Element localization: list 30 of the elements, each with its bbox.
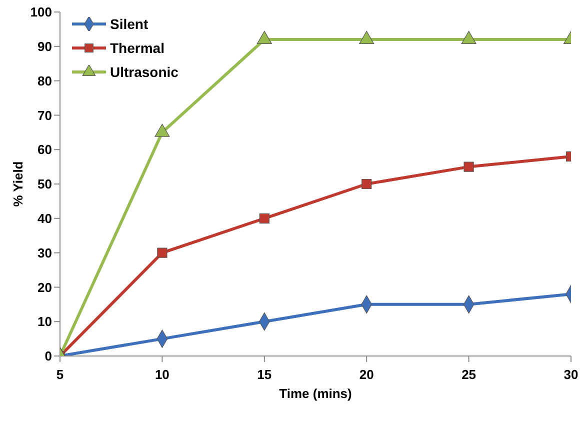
point [256,30,272,44]
x-tick-label: 30 [564,367,578,382]
y-axis-title: % Yield [10,161,26,207]
x-tick-label: 15 [257,367,272,382]
y-tick-label: 90 [38,39,52,54]
x-tick-label: 20 [359,367,374,382]
point [157,248,168,258]
x-tick-label: 10 [154,367,170,382]
y-tick-label: 0 [44,348,52,364]
point [461,30,476,44]
legend-label: Silent [110,16,148,32]
point [359,30,374,44]
point [362,178,372,190]
legend-label: Ultrasonic [110,64,178,80]
y-tick-label: 80 [38,73,52,88]
point [259,213,270,224]
y-tick-label: 20 [38,280,52,295]
point [154,124,170,137]
y-tick-label: 100 [30,4,52,20]
point [464,162,474,172]
y-tick-label: 70 [38,108,52,123]
x-tick-label: 5 [56,367,64,382]
x-tick-label: 25 [462,367,476,382]
y-tick-label: 10 [38,314,52,330]
y-tick-label: 40 [38,211,52,226]
x-axis-title: Time (mins) [279,386,352,401]
legend-label: Thermal [110,40,164,56]
y-tick-label: 30 [38,245,52,260]
y-tick-label: 50 [38,176,52,192]
y-tick-label: 60 [38,142,52,158]
